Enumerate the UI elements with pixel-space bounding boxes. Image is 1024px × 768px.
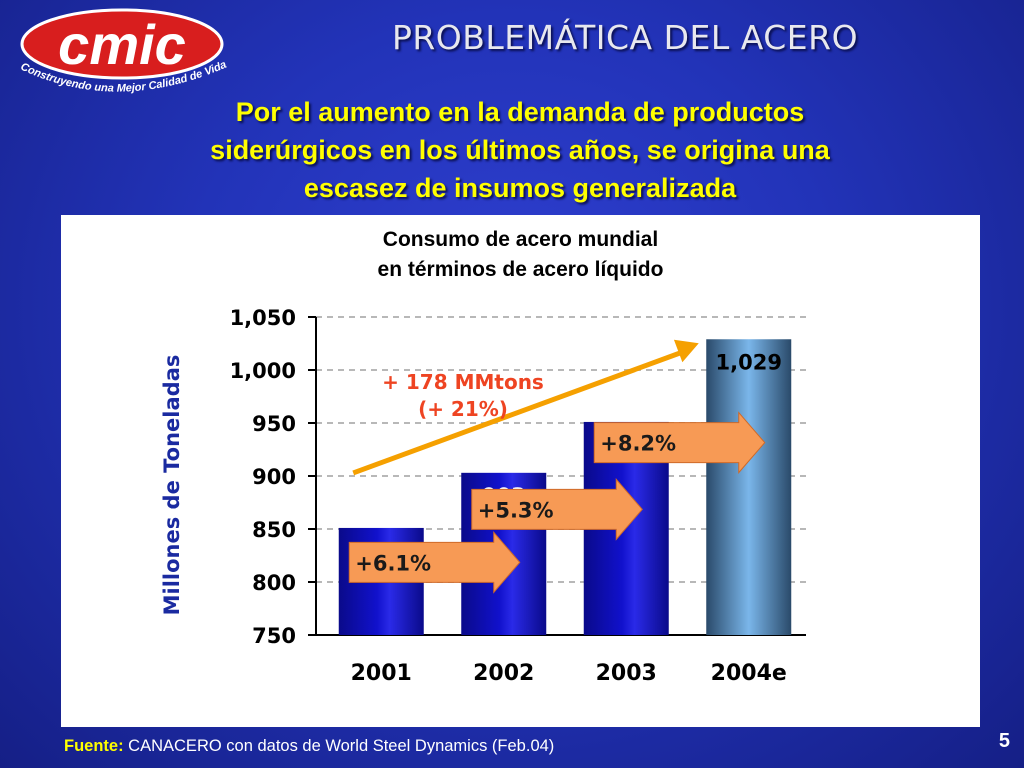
y-axis-label: Millones de Toneladas — [160, 355, 184, 616]
chart-title-line-1: Consumo de acero mundial — [382, 228, 659, 251]
chart-title-line-2: en términos de acero líquido — [377, 258, 664, 281]
y-tick-label: 900 — [252, 465, 296, 489]
bar-value-label: 1,029 — [716, 350, 782, 374]
source-footer: Fuente: CANACERO con datos de World Stee… — [64, 737, 554, 756]
trend-annotation: (+ 21%) — [418, 397, 508, 421]
x-tick-label: 2002 — [473, 661, 534, 686]
headline-line-1: Por el aumento en la demanda de producto… — [235, 97, 805, 127]
y-tick-label: 950 — [252, 412, 296, 436]
bar — [706, 339, 792, 635]
growth-label: +8.2% — [600, 432, 676, 456]
y-tick-label: 1,050 — [230, 306, 296, 330]
growth-arrow — [348, 531, 521, 594]
source-text: CANACERO con datos de World Steel Dynami… — [123, 737, 555, 755]
headline: Por el aumento en la demanda de producto… — [60, 93, 980, 207]
x-tick-label: 2001 — [351, 661, 412, 686]
growth-arrow — [471, 478, 643, 541]
y-tick-label: 1,000 — [230, 359, 296, 383]
slide-title: PROBLEMÁTICA DEL ACERO — [391, 18, 859, 57]
growth-label: +5.3% — [478, 498, 554, 522]
page-number: 5 — [998, 730, 1010, 752]
trend-annotation: + 178 MMtons — [382, 370, 544, 394]
chart-panel: Consumo de acero mundial en términos de … — [61, 215, 980, 727]
x-tick-label: 2003 — [596, 661, 657, 686]
growth-arrow — [593, 411, 766, 474]
y-tick-label: 800 — [252, 571, 296, 595]
x-tick-label: 2004e — [711, 661, 787, 686]
y-tick-label: 850 — [252, 518, 296, 542]
bar-chart: 750 800 850 900 950 1,000 1,050 Millones de Ton… — [160, 306, 806, 686]
cmic-logo: cmic Construyendo una Mejor Calidad de V… — [19, 8, 228, 95]
source-label: Fuente: — [64, 737, 124, 755]
y-tick-label: 750 — [252, 624, 296, 648]
headline-line-3: escasez de insumos generalizada — [303, 173, 737, 203]
chart-title: Consumo de acero mundial en términos de … — [61, 225, 980, 285]
logo-brand-text: cmic — [58, 13, 186, 76]
trend-arrow-line — [352, 348, 686, 476]
headline-line-2: siderúrgicos en los últimos años, se ori… — [210, 135, 830, 165]
growth-label: +6.1% — [355, 551, 431, 575]
trend-arrow-head — [673, 339, 699, 363]
